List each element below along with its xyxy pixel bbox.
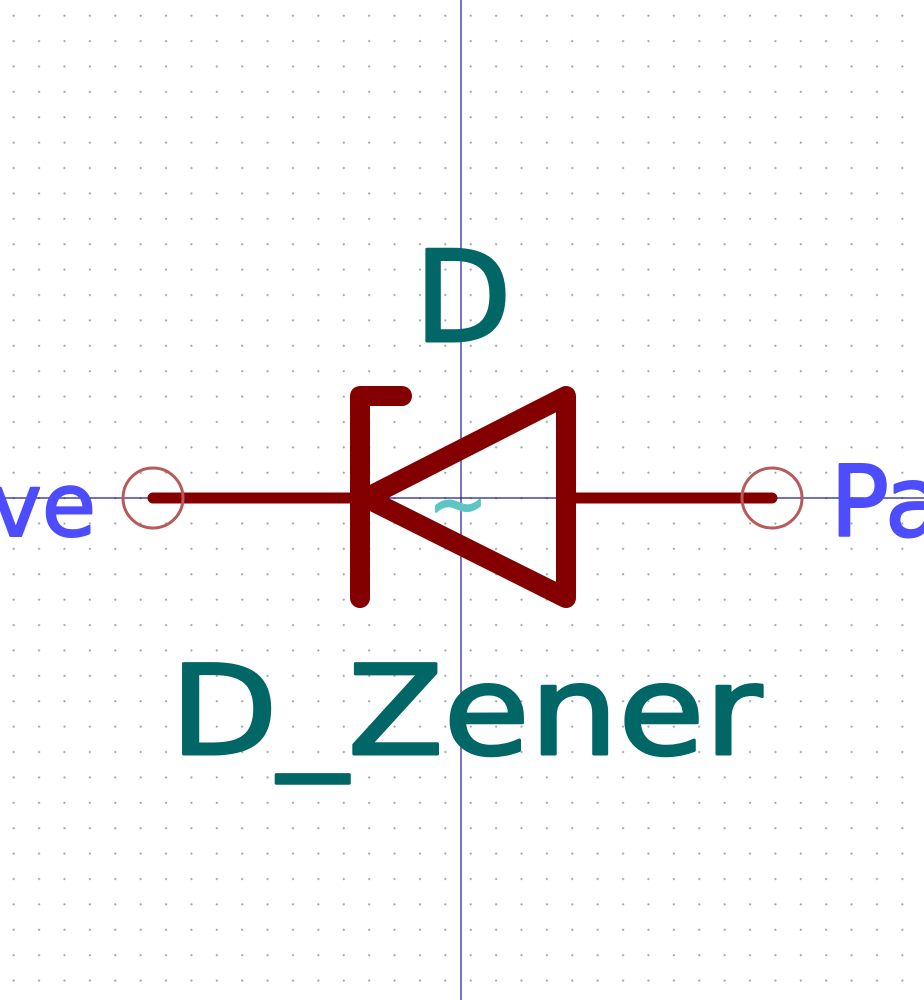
diode-anode-triangle[interactable]: [356, 386, 576, 608]
ac-marker-label: ~: [429, 463, 488, 545]
pin-right-name[interactable]: Pa: [829, 445, 924, 561]
pin-left-name[interactable]: ve: [0, 453, 97, 558]
pin-left-end-circle[interactable]: [121, 466, 185, 530]
value-field[interactable]: D_Zener: [169, 639, 764, 786]
pin-right-end-circle[interactable]: [740, 466, 804, 530]
zener-cathode-bar[interactable]: [350, 386, 412, 608]
reference-field[interactable]: D: [413, 223, 513, 373]
